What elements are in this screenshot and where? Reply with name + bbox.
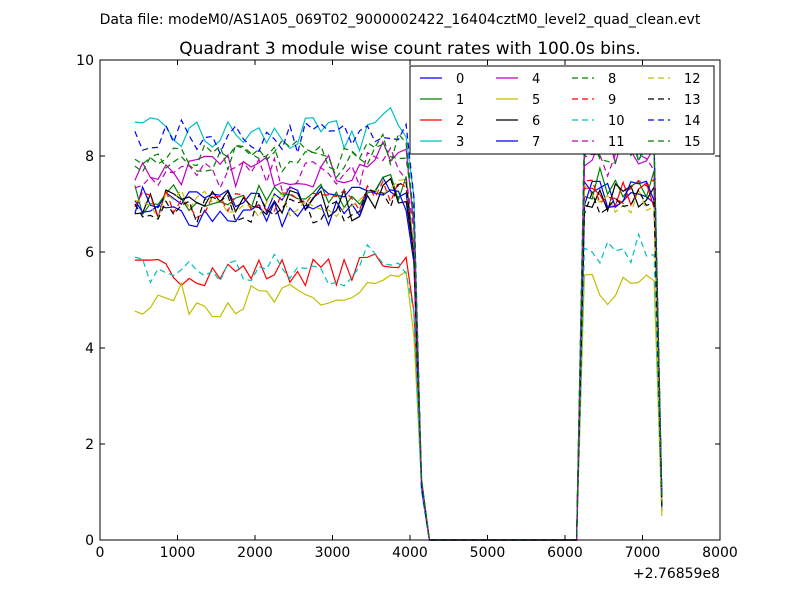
y-tick-label: 4 xyxy=(85,341,94,357)
legend-label-4: 4 xyxy=(532,72,540,87)
x-tick-label: 5000 xyxy=(470,545,506,561)
plot-frame xyxy=(99,59,721,541)
x-tick-label: 2000 xyxy=(237,545,273,561)
x-tick-label: 0 xyxy=(96,545,105,561)
legend-label-8: 8 xyxy=(608,72,616,87)
y-tick-label: 2 xyxy=(85,437,94,453)
y-tick-label: 6 xyxy=(85,245,94,261)
legend-box xyxy=(409,65,715,155)
y-tick-label: 10 xyxy=(76,53,94,69)
y-tick-label: 0 xyxy=(85,533,94,549)
chart-title: Quadrant 3 module wise count rates with … xyxy=(179,39,640,59)
x-tick-label: 7000 xyxy=(625,545,661,561)
legend-label-3: 3 xyxy=(456,135,464,150)
legend-label-10: 10 xyxy=(608,114,625,129)
series-line-10 xyxy=(134,232,663,541)
legend-label-11: 11 xyxy=(608,135,625,150)
legend-label-13: 13 xyxy=(684,93,701,108)
legend-label-7: 7 xyxy=(532,135,540,150)
legend-label-0: 0 xyxy=(456,72,464,87)
y-tick-label: 8 xyxy=(85,149,94,165)
x-tick-label: 6000 xyxy=(547,545,583,561)
legend-label-6: 6 xyxy=(532,114,540,129)
x-tick-label: 1000 xyxy=(160,545,196,561)
legend-label-1: 1 xyxy=(456,93,464,108)
x-offset-label: +2.76859e8 xyxy=(633,566,720,582)
x-tick-label: 3000 xyxy=(315,545,351,561)
legend-label-9: 9 xyxy=(608,93,616,108)
series-line-11 xyxy=(134,143,663,541)
data-file-header: Data file: modeM0/AS1A05_069T02_90000024… xyxy=(100,12,701,28)
legend-label-2: 2 xyxy=(456,114,464,129)
legend-label-15: 15 xyxy=(684,135,701,150)
legend-label-5: 5 xyxy=(532,93,540,108)
x-tick-label: 8000 xyxy=(702,545,738,561)
x-tick-label: 4000 xyxy=(392,545,428,561)
legend-label-12: 12 xyxy=(684,72,701,87)
legend-label-14: 14 xyxy=(684,114,701,129)
